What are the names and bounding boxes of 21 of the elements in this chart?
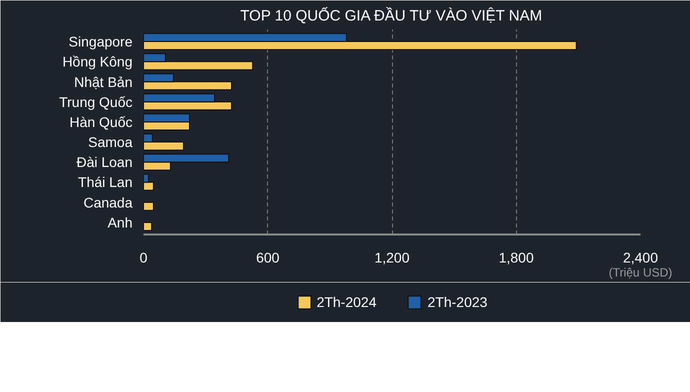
x-tick-label: 600: [256, 250, 280, 266]
chart-title: TOP 10 QUỐC GIA ĐẦU TƯ VÀO VIỆT NAM: [240, 6, 542, 24]
y-tick-label: Canada: [83, 194, 133, 210]
bar: [144, 222, 152, 231]
y-tick-label: Anh: [108, 214, 133, 230]
y-tick-label: Samoa: [88, 134, 133, 150]
x-tick-label: 0: [140, 250, 148, 266]
x-axis-title: (Triệu USD): [608, 266, 672, 280]
x-tick-label: 1,200: [374, 250, 410, 266]
y-tick-label: Hồng Kông: [62, 54, 133, 70]
legend-label: 2Th-2023: [428, 294, 488, 310]
legend-label: 2Th-2024: [316, 294, 376, 310]
y-tick-label: Nhật Bản: [74, 74, 133, 90]
x-tick-label: 2,400: [622, 250, 658, 266]
y-tick-label: Đài Loan: [76, 154, 133, 170]
y-tick-label: Hàn Quốc: [69, 114, 133, 130]
y-tick-label: Singapore: [68, 34, 133, 50]
x-tick-label: 1,800: [498, 250, 534, 266]
y-tick-label: Trung Quốc: [59, 94, 132, 110]
y-tick-label: Thái Lan: [78, 174, 132, 190]
bar: [144, 202, 154, 211]
